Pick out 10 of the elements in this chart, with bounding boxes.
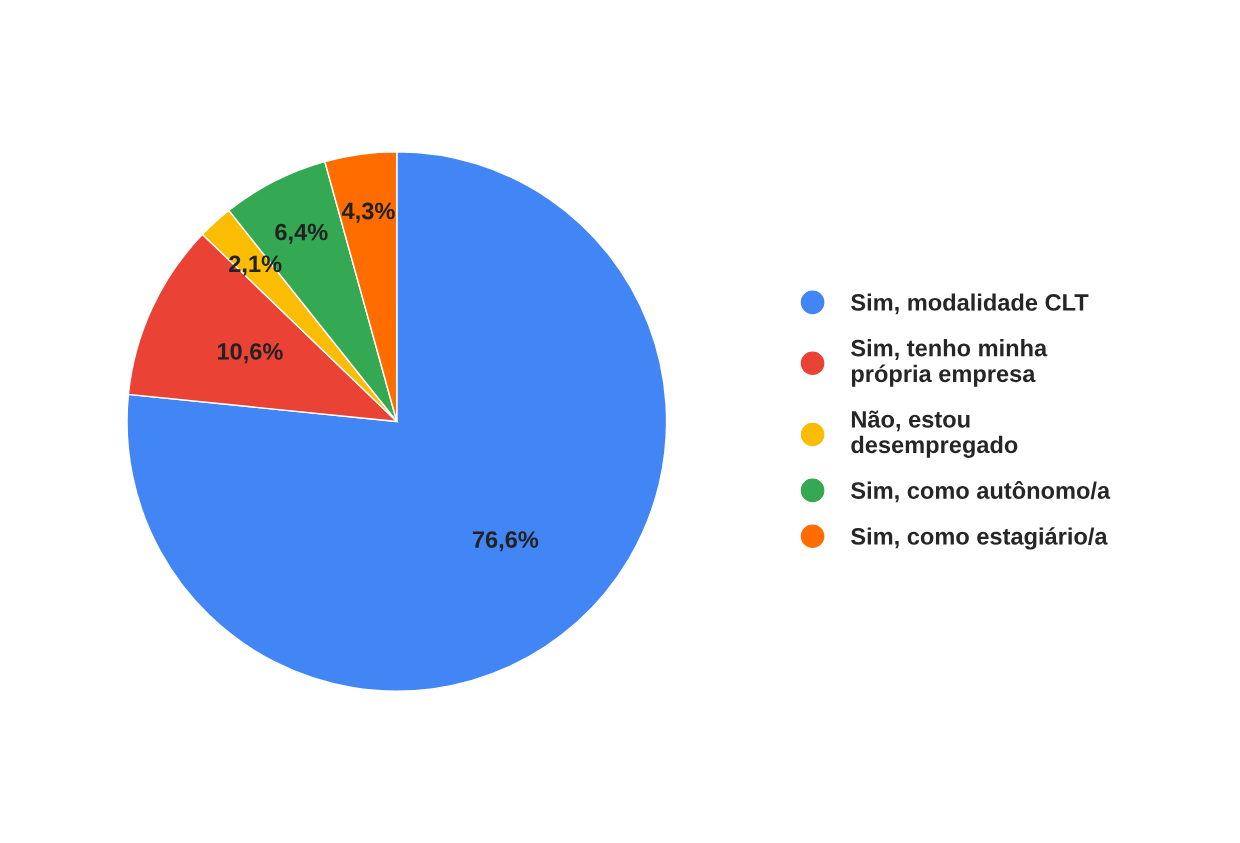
data-label: 76,6% — [472, 531, 539, 552]
legend-label: Sim, como autônomo/a — [851, 481, 1111, 503]
legend-label: Não, estou desempregado — [851, 410, 1018, 458]
pie-slice — [126, 151, 668, 692]
data-label: 10,6% — [217, 343, 283, 364]
legend-label: Sim, modalidade CLT — [851, 293, 1089, 315]
data-label: 6,4% — [275, 223, 328, 244]
data-label: 4,3% — [341, 202, 395, 223]
legend-label: Sim, tenho minha própria empresa — [851, 339, 1048, 387]
legend-label: Sim, como estagiário/a — [851, 527, 1108, 550]
